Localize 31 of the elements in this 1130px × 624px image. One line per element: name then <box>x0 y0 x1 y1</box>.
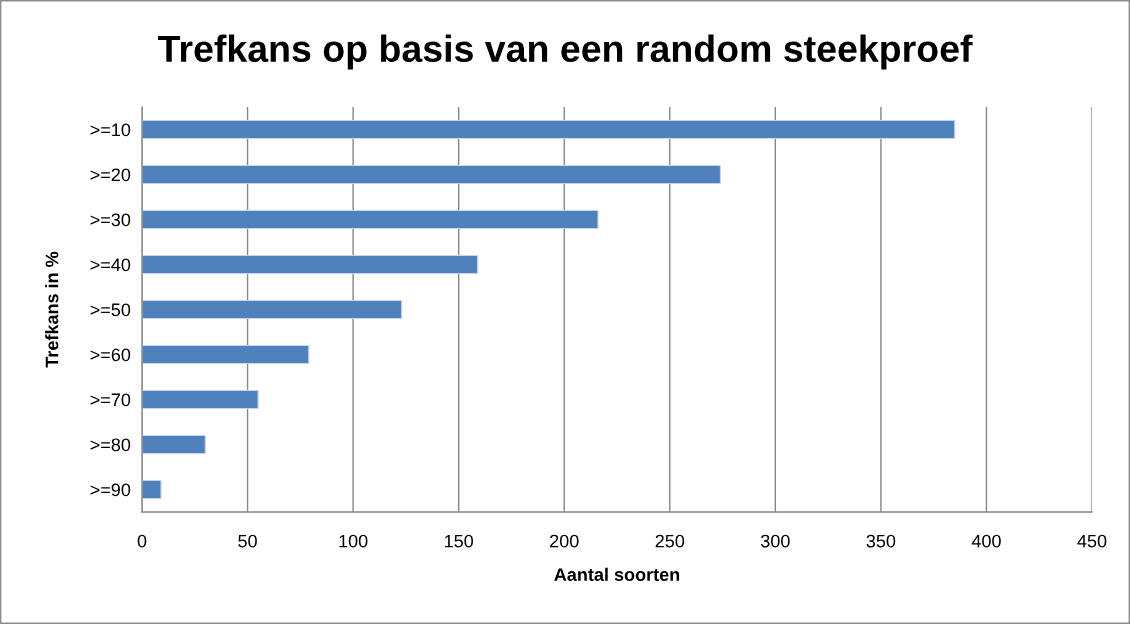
y-tick-label: >=50 <box>90 303 131 317</box>
x-tick-label: 100 <box>339 534 368 548</box>
y-tick-label: >=60 <box>90 348 131 362</box>
bar <box>142 209 599 230</box>
bar <box>142 389 259 410</box>
y-tick-label: >=80 <box>90 438 131 452</box>
bar <box>142 479 162 500</box>
y-tick-label: >=90 <box>90 483 131 497</box>
x-tick-label: 150 <box>444 534 474 548</box>
x-tick-label: 400 <box>971 534 1001 548</box>
chart-title: Trefkans op basis van een random steekproef <box>158 34 973 70</box>
bar <box>142 164 721 185</box>
bar <box>142 299 403 320</box>
bar <box>142 254 479 275</box>
y-tick-label: >=70 <box>90 393 131 407</box>
x-axis-title: Aantal soorten <box>554 567 680 581</box>
x-tick-label: 450 <box>1077 534 1107 548</box>
y-tick-label: >=40 <box>90 258 131 272</box>
x-tick-label: 250 <box>655 534 685 548</box>
x-tick-label: 300 <box>760 534 790 548</box>
y-tick-label: >=10 <box>90 123 131 137</box>
y-tick-label: >=30 <box>90 213 131 227</box>
x-tick-label: 200 <box>550 534 579 548</box>
x-tick-label: 0 <box>137 534 147 548</box>
bar <box>142 434 206 455</box>
x-tick-label: 50 <box>238 534 257 548</box>
x-tick-label: 350 <box>866 534 896 548</box>
y-tick-label: >=20 <box>90 168 131 182</box>
bar <box>142 344 310 365</box>
bar <box>142 119 956 140</box>
y-axis-title: Trefkans in % <box>45 251 59 368</box>
